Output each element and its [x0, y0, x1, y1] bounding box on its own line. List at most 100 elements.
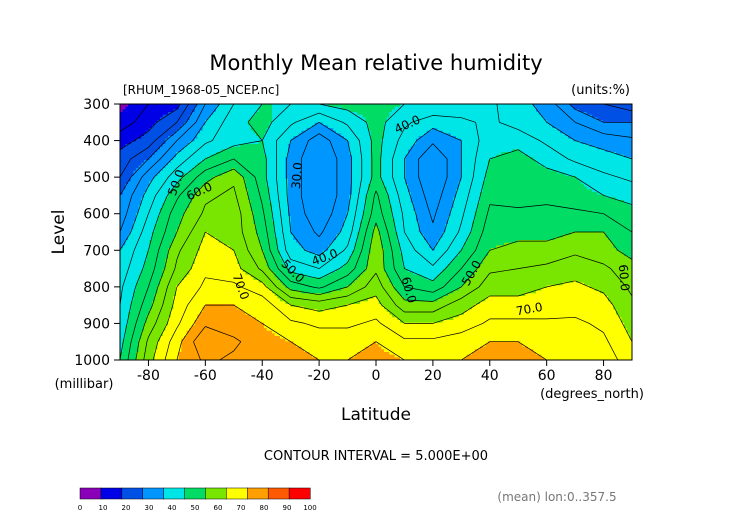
contour-cell	[389, 170, 393, 174]
contour-cell	[354, 170, 358, 174]
contour-cell	[618, 152, 622, 156]
contour-cell	[546, 144, 550, 148]
contour-cell	[546, 170, 550, 174]
contour-cell	[298, 104, 302, 108]
contour-cell	[141, 122, 145, 126]
contour-cell	[613, 146, 617, 150]
contour-cell	[490, 168, 494, 172]
contour-cell	[373, 157, 377, 161]
contour-cell	[365, 128, 369, 132]
contour-cell	[376, 114, 380, 118]
contour-cell	[608, 136, 612, 140]
contour-cell	[477, 104, 481, 108]
contour-cell	[205, 122, 209, 126]
contour-cell	[186, 149, 190, 153]
contour-cell	[362, 133, 366, 137]
contour-cell	[434, 157, 438, 161]
contour-cell	[445, 109, 449, 113]
contour-cell	[613, 160, 617, 164]
contour-cell	[306, 152, 310, 156]
contour-cell	[325, 162, 329, 166]
contour-cell	[602, 136, 606, 140]
contour-cell	[517, 160, 521, 164]
contour-cell	[616, 120, 620, 124]
contour-cell	[536, 130, 540, 134]
contour-cell	[480, 168, 484, 172]
contour-cell	[208, 165, 212, 169]
contour-cell	[530, 141, 534, 145]
contour-cell	[290, 106, 294, 110]
contour-cell	[338, 146, 342, 150]
contour-cell	[501, 165, 505, 169]
contour-cell	[186, 109, 190, 113]
contour-cell	[365, 152, 369, 156]
contour-cell	[325, 138, 329, 142]
contour-cell	[485, 133, 489, 137]
contour-cell	[133, 125, 137, 129]
contour-cell	[330, 160, 334, 164]
contour-cell	[168, 157, 172, 161]
contour-cell	[152, 141, 156, 145]
contour-cell	[224, 154, 228, 158]
contour-cell	[154, 154, 158, 158]
contour-cell	[210, 128, 214, 132]
contour-cell	[357, 114, 361, 118]
contour-cell	[354, 122, 358, 126]
contour-cell	[336, 170, 340, 174]
contour-cell	[269, 114, 273, 118]
contour-cell	[162, 117, 166, 121]
contour-cell	[192, 141, 196, 145]
contour-cell	[616, 138, 620, 142]
contour-cell	[170, 138, 174, 142]
contour-cell	[464, 130, 468, 134]
contour-cell	[573, 106, 577, 110]
contour-cell	[474, 160, 478, 164]
contour-cell	[573, 136, 577, 140]
contour-cell	[272, 130, 276, 134]
contour-cell	[418, 109, 422, 113]
contour-cell	[306, 120, 310, 124]
contour-cell	[594, 136, 598, 140]
contour-cell	[330, 165, 334, 169]
contour-cell	[178, 109, 182, 113]
contour-cell	[602, 125, 606, 129]
contour-cell	[512, 144, 516, 148]
contour-cell	[386, 162, 390, 166]
contour-cell	[154, 120, 158, 124]
contour-cell	[133, 112, 137, 116]
contour-cell	[133, 106, 137, 110]
contour-cell	[448, 125, 452, 129]
contour-cell	[298, 165, 302, 169]
contour-cell	[210, 154, 214, 158]
contour-cell	[234, 136, 238, 140]
contour-cell	[418, 128, 422, 132]
contour-cell	[608, 152, 612, 156]
contour-cell	[461, 162, 465, 166]
contour-cell	[144, 149, 148, 153]
contour-cell	[514, 154, 518, 158]
contour-cell	[173, 104, 177, 108]
contour-cell	[432, 168, 436, 172]
contour-cell	[514, 152, 518, 156]
contour-cell	[512, 114, 516, 118]
contour-cell	[472, 133, 476, 137]
contour-cell	[234, 165, 238, 169]
contour-cell	[146, 112, 150, 116]
contour-cell	[544, 112, 548, 116]
contour-cell	[293, 117, 297, 121]
contour-cell	[189, 106, 193, 110]
contour-cell	[285, 136, 289, 140]
contour-cell	[437, 120, 441, 124]
contour-cell	[242, 154, 246, 158]
contour-cell	[408, 114, 412, 118]
contour-cell	[320, 160, 324, 164]
contour-cell	[546, 117, 550, 121]
contour-cell	[384, 120, 388, 124]
contour-cell	[626, 109, 630, 113]
contour-cell	[394, 138, 398, 142]
contour-cell	[288, 130, 292, 134]
contour-cell	[386, 165, 390, 169]
contour-cell	[165, 152, 169, 156]
contour-cell	[525, 104, 529, 108]
contour-cell	[565, 125, 569, 129]
